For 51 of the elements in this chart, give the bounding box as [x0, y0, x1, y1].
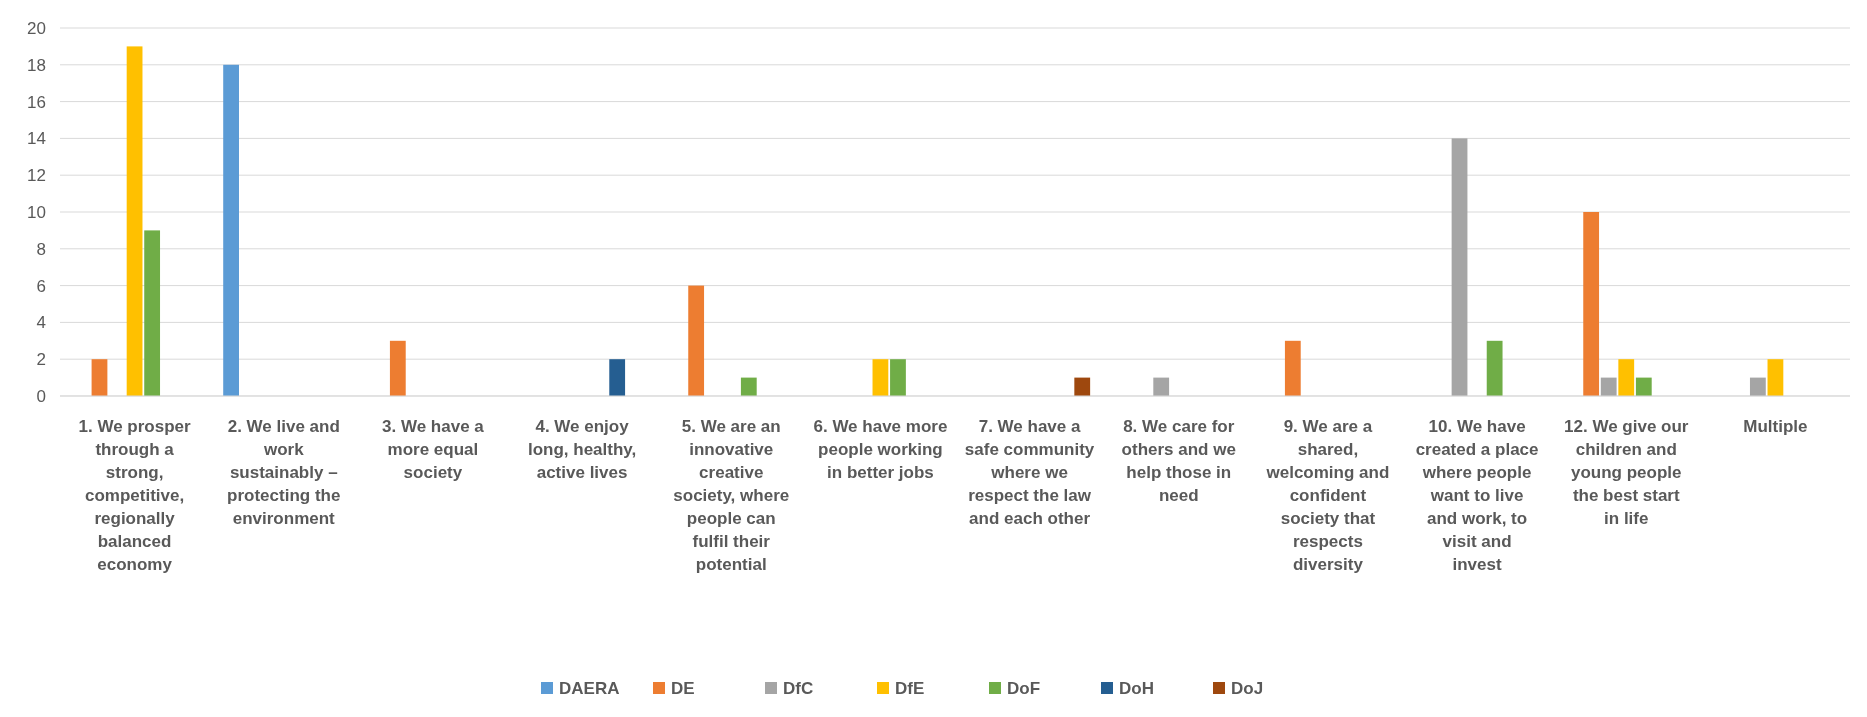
y-tick-label: 18 — [27, 55, 46, 75]
bar — [1153, 377, 1170, 396]
bar — [1635, 377, 1652, 396]
y-tick-label: 16 — [27, 92, 46, 112]
legend-label: DE — [671, 679, 695, 698]
x-tick-label: 1. We prosper through a strong, competitive, regionally balanced economy — [78, 417, 192, 574]
bar — [740, 377, 757, 396]
x-tick-label: Multiple — [1743, 417, 1808, 436]
legend-label: DoH — [1119, 679, 1154, 698]
bar — [1284, 340, 1301, 396]
y-tick-label: 6 — [36, 276, 46, 296]
x-tick-label: 2. We live and work sustainably – protecting the environment — [227, 417, 341, 528]
x-tick-label: 4. We enjoy long, healthy, active lives — [527, 417, 637, 482]
x-tick-label: 12. We give our children and young people the best start in life — [1564, 417, 1689, 528]
x-tick-label: 9. We are a shared, welcoming and confident society that respects diversity — [1265, 417, 1390, 574]
x-tick-label: 6. We have more people working in better jobs — [813, 417, 948, 482]
y-tick-label: 8 — [36, 239, 46, 259]
y-tick-label: 14 — [27, 129, 46, 149]
y-tick-label: 4 — [36, 313, 46, 333]
bar — [1767, 359, 1784, 396]
bar — [609, 359, 626, 396]
bar — [223, 64, 239, 396]
bar — [1600, 377, 1617, 396]
bar — [389, 340, 406, 396]
bar — [872, 359, 889, 396]
bar — [1583, 212, 1600, 396]
legend-label: DfC — [783, 679, 814, 698]
x-tick-label: 7. We have a safe community where we respect the law and each other — [964, 417, 1095, 528]
x-tick-label: 5. We are an innovative creative society, where people can fulfil their potential — [673, 417, 790, 574]
x-tick-label: 8. We care for others and we help those in need — [1121, 417, 1236, 505]
y-tick-label: 10 — [27, 202, 46, 222]
legend-label: DAERA — [559, 679, 620, 698]
bar — [1451, 138, 1468, 396]
bar — [126, 46, 143, 396]
legend-label: DfE — [895, 679, 925, 698]
bar — [1618, 359, 1635, 396]
bar — [1074, 377, 1091, 396]
y-tick-label: 20 — [27, 18, 46, 38]
legend-label: DoF — [1007, 679, 1041, 698]
x-tick-label: 10. We have created a place where people want to live and work, to visit and invest — [1415, 417, 1539, 574]
y-tick-label: 2 — [36, 350, 46, 370]
y-tick-label: 12 — [27, 166, 46, 186]
bar — [144, 230, 161, 396]
x-tick-label: 3. We have a more equal society — [382, 417, 485, 482]
bar — [890, 359, 906, 396]
bar — [688, 285, 705, 396]
y-tick-label: 0 — [36, 386, 46, 406]
bar — [1749, 377, 1766, 396]
bar — [1486, 340, 1503, 396]
bar — [91, 359, 108, 396]
legend-label: DoJ — [1231, 679, 1264, 698]
